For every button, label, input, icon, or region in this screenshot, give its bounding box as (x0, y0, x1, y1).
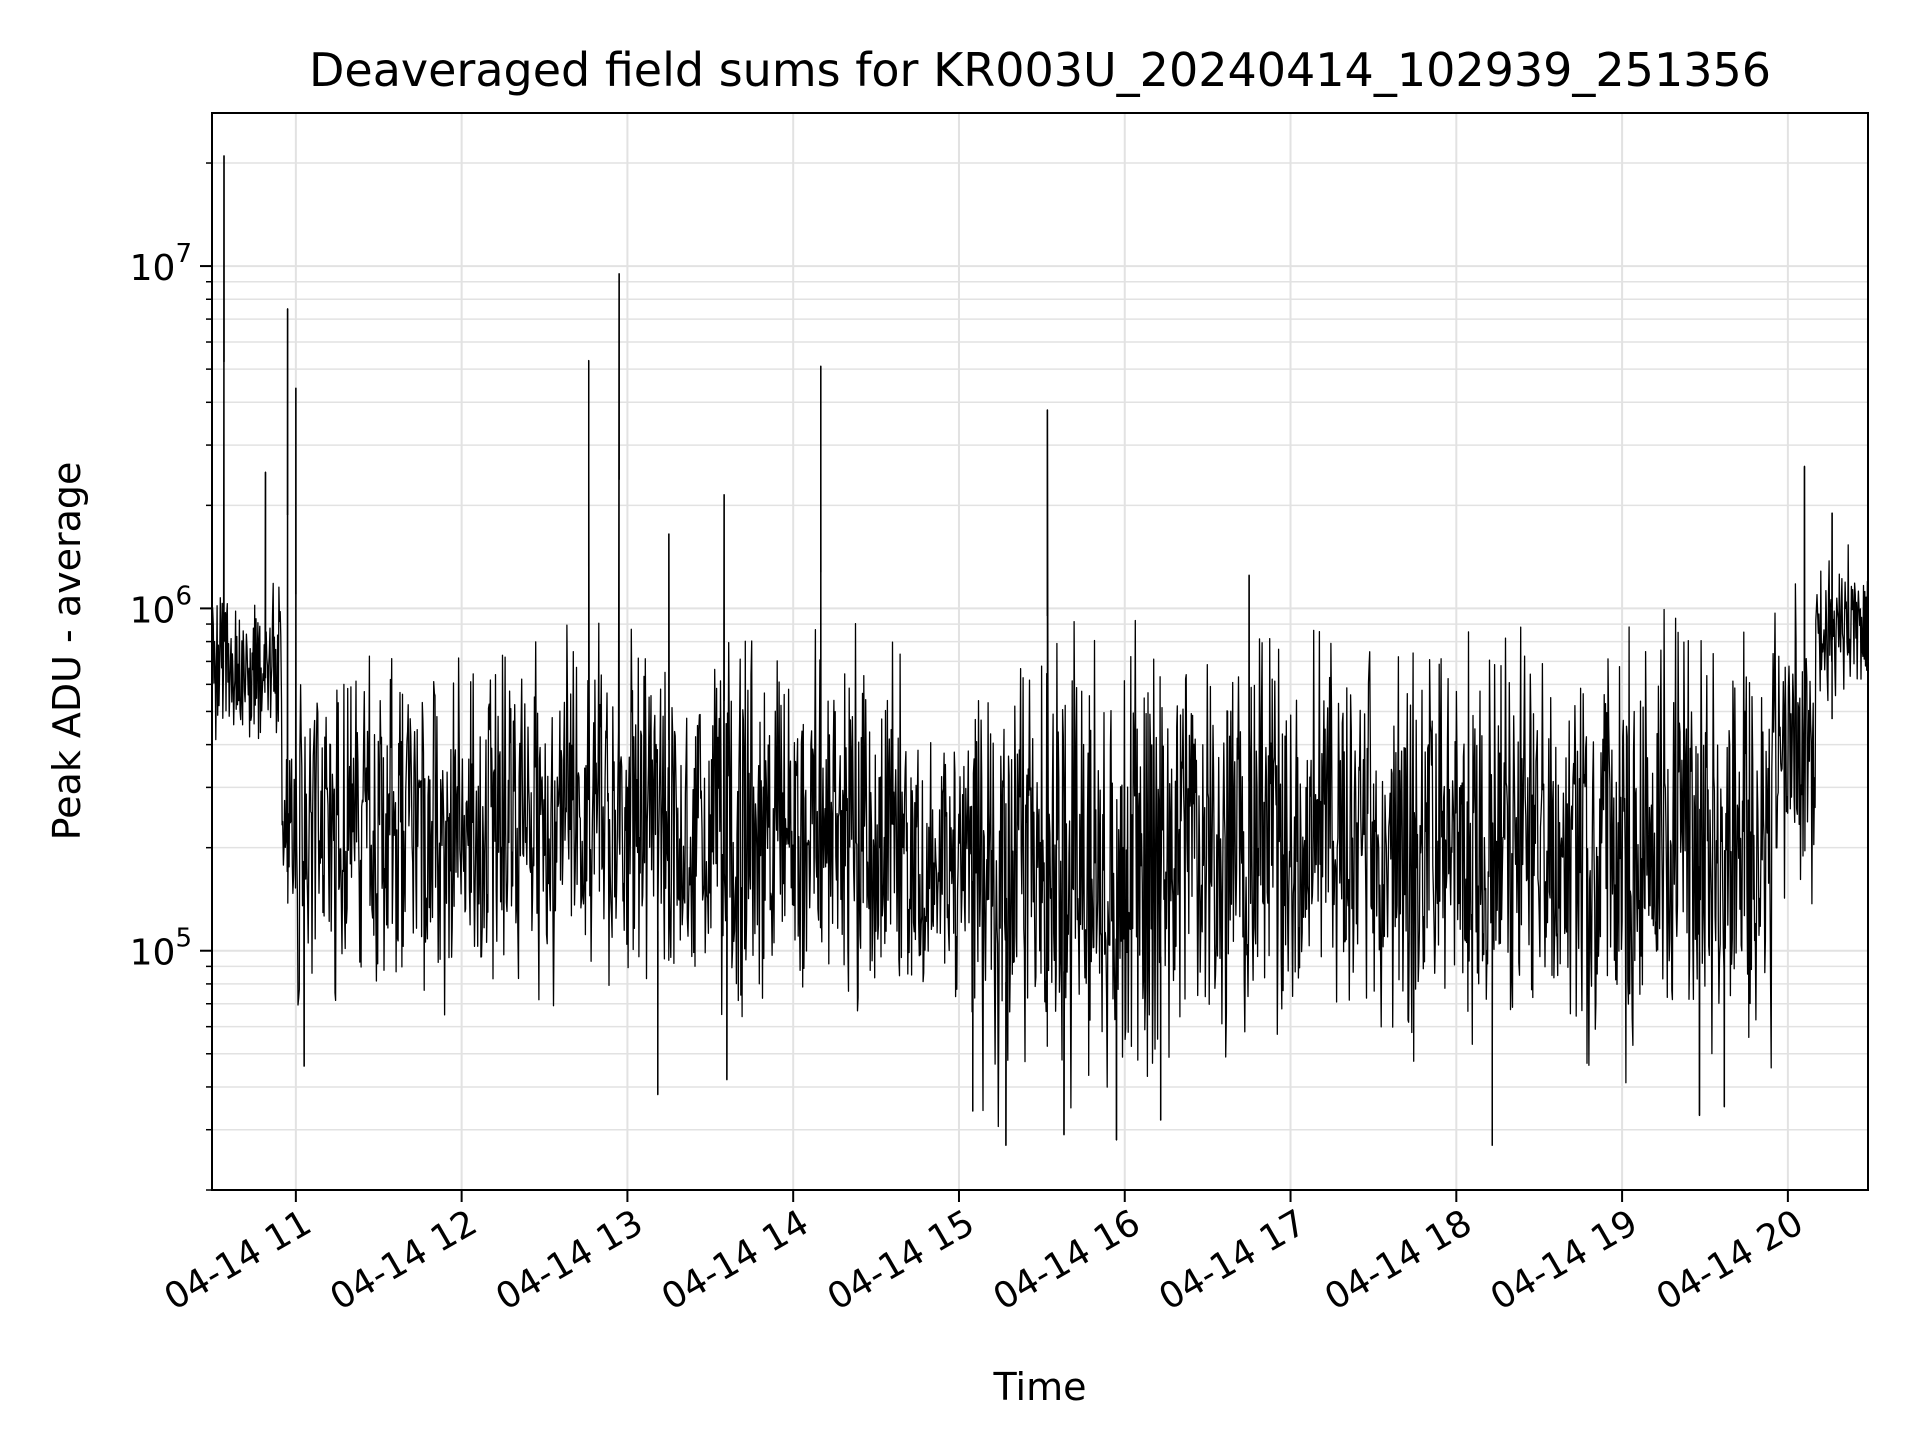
chart-title: Deaveraged field sums for KR003U_2024041… (309, 43, 1771, 97)
y-tick-label-base: 10 (130, 933, 176, 974)
plot-frame (211, 112, 1869, 1191)
y-tick-label-exponent: 6 (175, 581, 192, 611)
y-tick-label-base: 10 (130, 590, 176, 631)
y-axis-label: Peak ADU - average (45, 462, 89, 841)
data-series (211, 155, 1869, 1147)
y-tick-label-base: 10 (130, 248, 176, 289)
y-tick-label: 105 (130, 924, 192, 974)
x-axis-label: Time (993, 1365, 1087, 1409)
y-tick-label: 106 (130, 581, 192, 631)
y-tick-label-exponent: 7 (175, 239, 192, 269)
trace-line (211, 155, 1869, 1147)
y-tick-label: 107 (130, 239, 192, 289)
y-tick-label-exponent: 5 (175, 924, 192, 954)
